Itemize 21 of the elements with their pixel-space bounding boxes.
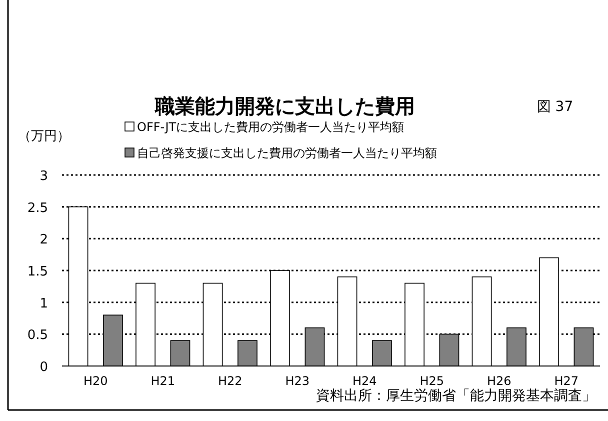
x-tick-label: H20 [83,374,108,388]
y-tick-label: 3 [40,169,48,184]
y-tick-label: 0.5 [27,328,48,344]
x-tick-label: H27 [554,374,579,388]
legend-label: 自己啓発支援に支出した費用の労働者一人当たり平均額 [137,146,437,160]
y-tick-label: 2 [40,232,48,248]
legend-label: OFF-JTに支出した費用の労働者一人当たり平均額 [137,120,404,134]
x-tick-label: H24 [352,374,377,388]
x-tick-label: H23 [285,374,310,388]
y-tick-label: 1 [40,296,48,312]
text: 資料出所：厚生労働省「能力開発基本調査」 [316,388,596,404]
y-tick-label: 0 [40,360,48,375]
y-axis-title: （万円） [18,129,70,144]
chart-title: 職業能力開発に支出した費用 [154,94,415,118]
y-tick-label: 1.5 [27,264,48,280]
y-tick-label: 2.5 [27,200,48,216]
x-tick-label: H22 [218,374,242,388]
caption: 図 37 [536,99,574,115]
x-tick-label: H21 [150,374,176,388]
x-tick-label: H25 [420,374,444,388]
x-tick-label: H26 [486,374,512,388]
